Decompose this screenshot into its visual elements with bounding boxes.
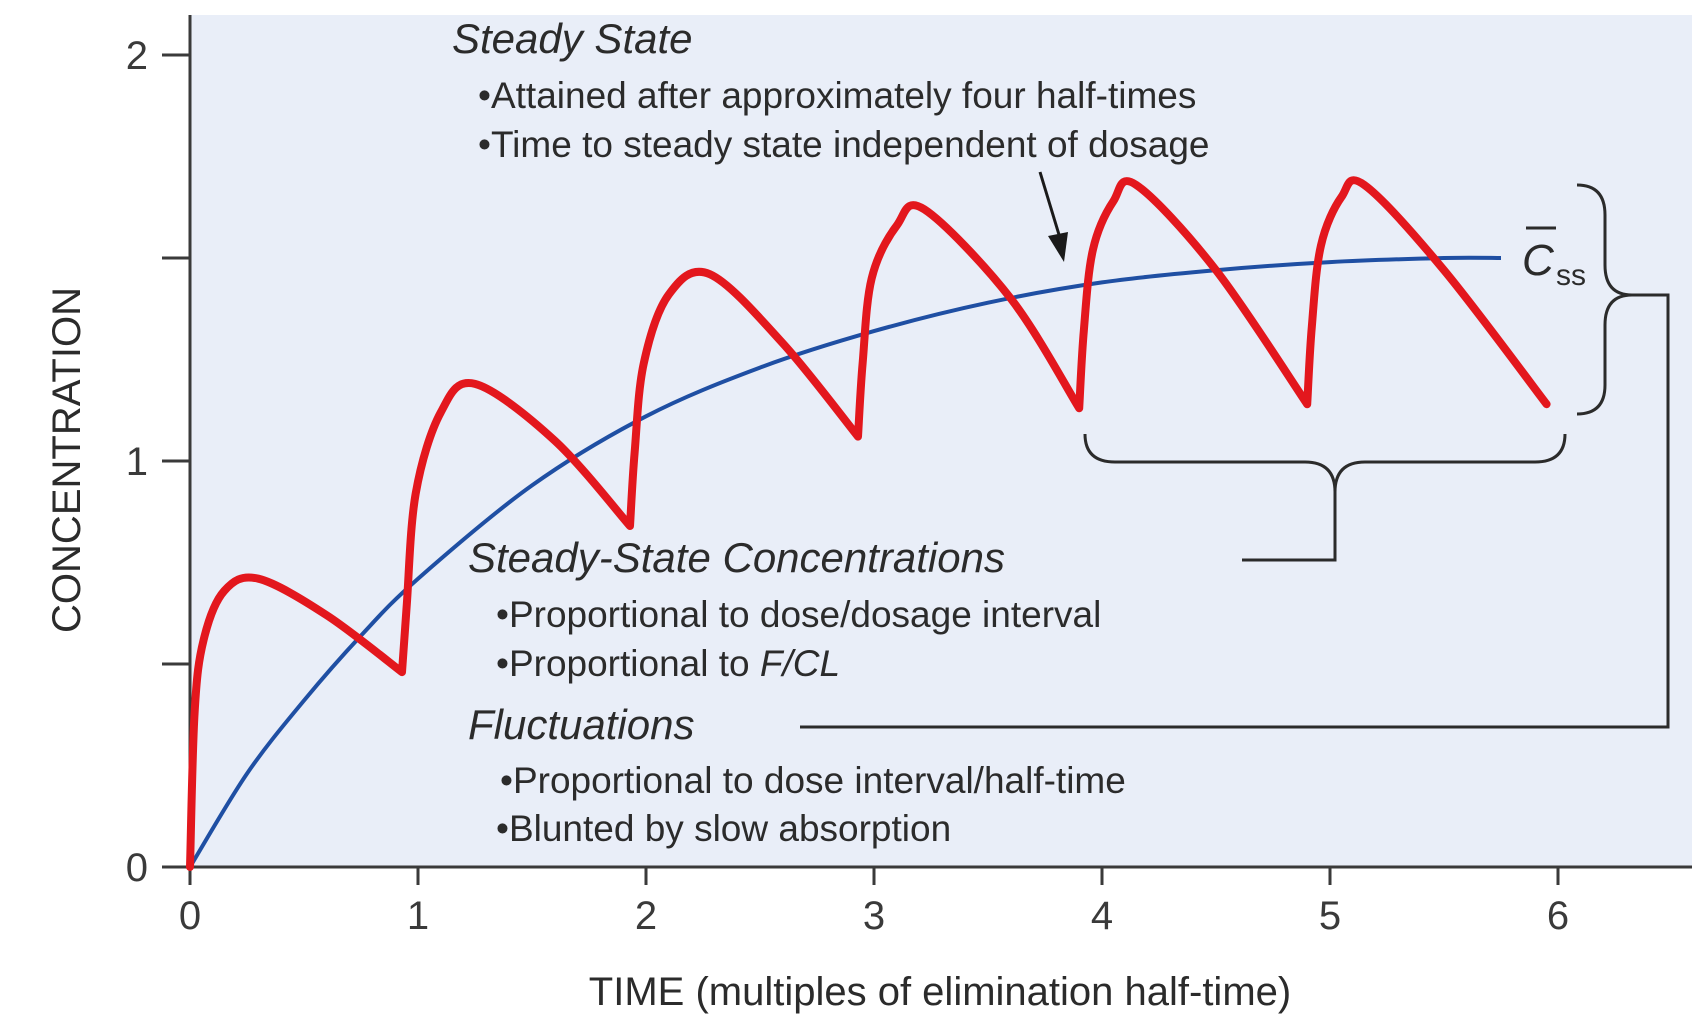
ticks: 0 1 2 3 4 5 6 0 1 2 (126, 34, 1569, 938)
y-tick-label: 1 (126, 440, 148, 484)
plot-background (190, 15, 1692, 867)
fluctuations-leader-line (800, 293, 1670, 729)
steady-state-leader-line (1242, 492, 1337, 562)
ss-concentrations-bullet-2-italic: F/CL (760, 643, 840, 684)
x-tick-label: 5 (1319, 894, 1341, 938)
steady-state-arrow (1038, 171, 1068, 262)
average-concentration-line (188, 255, 1502, 869)
ss-concentrations-title: Steady-State Concentrations (468, 534, 1005, 581)
css-label: C ss (1522, 226, 1586, 292)
y-axis-title: CONCENTRATION (45, 287, 89, 633)
x-axis-title: TIME (multiples of elimination half-time… (589, 970, 1291, 1014)
fluctuations-bullet-1: •Proportional to dose interval/half-time (500, 760, 1126, 801)
svg-text:C: C (1522, 236, 1555, 285)
steady-state-bullet-1: •Attained after approximately four half-… (478, 75, 1196, 116)
x-tick-label: 0 (179, 894, 201, 938)
x-tick-label: 1 (407, 894, 429, 938)
ss-concentrations-bullet-2: •Proportional to F/CL (496, 643, 840, 684)
ss-concentrations-bullet-2-text: •Proportional to (496, 643, 760, 684)
steady-state-title: Steady State (452, 15, 693, 62)
x-tick-label: 2 (635, 894, 657, 938)
svg-text:ss: ss (1556, 259, 1586, 292)
fluctuations-bullet-2: •Blunted by slow absorption (496, 808, 951, 849)
y-tick-label: 0 (126, 846, 148, 890)
fluctuations-title: Fluctuations (468, 701, 694, 748)
x-tick-label: 6 (1547, 894, 1569, 938)
x-tick-label: 3 (863, 894, 885, 938)
ss-concentrations-bullet-1: •Proportional to dose/dosage interval (496, 594, 1101, 635)
y-tick-label: 2 (126, 34, 148, 78)
x-tick-label: 4 (1091, 894, 1113, 938)
steady-state-bullet-2: •Time to steady state independent of dos… (478, 124, 1210, 165)
dosing-concentration-line (186, 176, 1551, 871)
